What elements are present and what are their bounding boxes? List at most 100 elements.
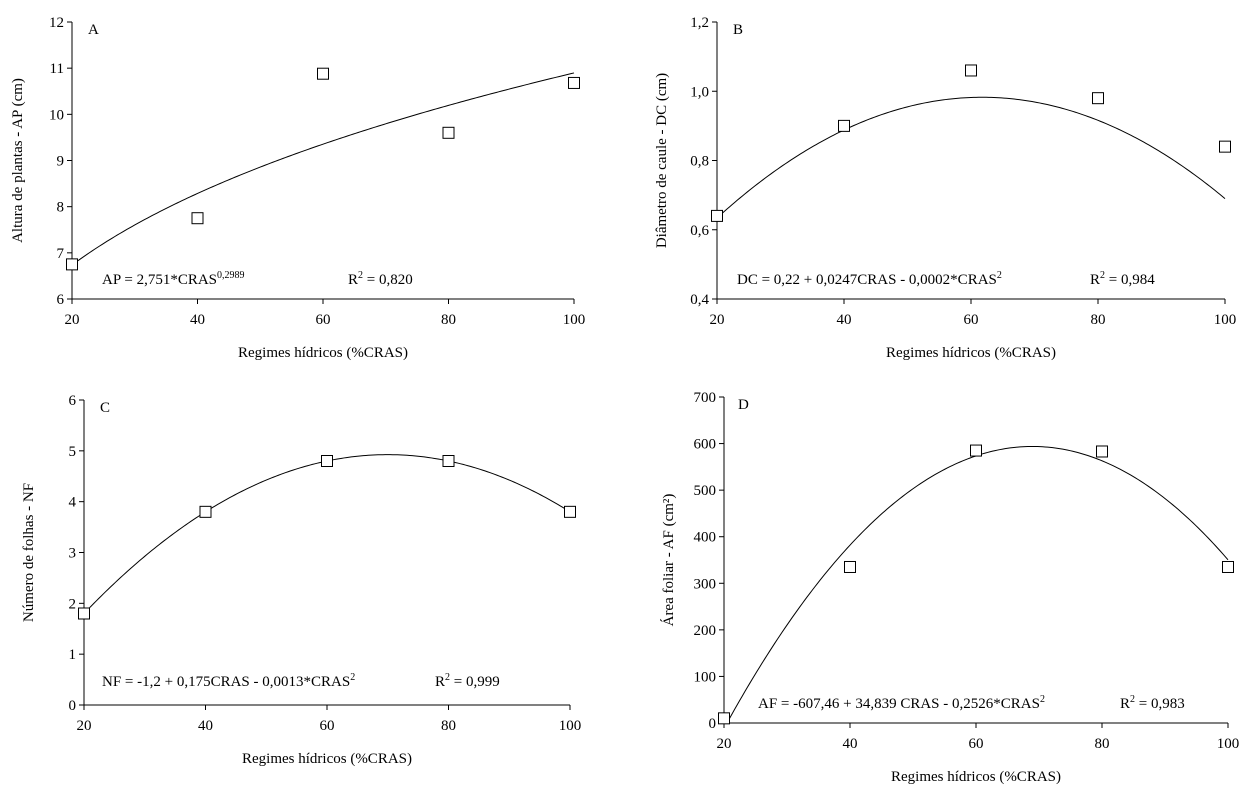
x-tick-label: 60 (964, 312, 979, 328)
r-squared-value: = 0,820 (363, 272, 413, 288)
y-tick-label: 200 (694, 623, 717, 639)
data-point (1219, 140, 1231, 153)
r-squared-symbol: R (435, 674, 445, 690)
chart-panel-d: 0 100 200 300 400 500 600 700 20 40 60 80 100 D Regime… (660, 390, 1239, 785)
x-axis-title: Regimes hídricos (%CRAS) (238, 345, 408, 361)
equation-text: DC = 0,22 + 0,0247CRAS - 0,0002*CRAS (737, 272, 997, 288)
x-tick-label: 60 (320, 718, 335, 734)
r-squared-exponent: 2 (1130, 694, 1135, 705)
y-axis-title: Diâmetro de caule - DC (cm) (654, 73, 670, 248)
y-tick-label: 2 (69, 596, 77, 612)
data-point (191, 212, 204, 225)
x-tick-label: 60 (316, 312, 331, 328)
data-point (1092, 92, 1104, 105)
panel-label: C (100, 400, 110, 416)
chart-panel-c: 0 1 2 3 4 5 6 20 40 60 80 100 C Regimes hídricos (%CR… (21, 393, 581, 767)
data-point (66, 258, 78, 271)
data-point (970, 444, 982, 457)
data-point (838, 119, 850, 132)
y-axis-title: Número de folhas - NF (21, 483, 37, 622)
y-tick-label: 300 (694, 576, 717, 592)
data-point (1222, 560, 1234, 573)
regression-equation: AP = 2,751*CRAS0,2989 (102, 270, 245, 288)
x-tick-label: 60 (969, 736, 984, 752)
y-tick-label: 0 (709, 716, 717, 732)
r-squared-value: = 0,983 (1135, 696, 1185, 712)
y-tick-label: 6 (57, 292, 65, 308)
x-axis-title: Regimes hídricos (%CRAS) (891, 769, 1061, 785)
data-point (321, 455, 333, 467)
r-squared-symbol: R (1120, 696, 1130, 712)
y-tick-label: 9 (57, 154, 65, 170)
data-point (317, 67, 329, 80)
y-tick-label: 1 (69, 647, 77, 663)
data-point (442, 455, 455, 467)
equation-exponent: 0,2989 (217, 270, 245, 281)
r-squared-exponent: 2 (1100, 270, 1105, 281)
chart-panel-b: 0,4 0,6 0,8 1,0 1,2 20 40 60 80 100 B Regimes hídri… (654, 15, 1236, 361)
r-squared: R2 = 0,983 (1120, 694, 1185, 712)
y-tick-label: 12 (49, 15, 64, 31)
x-tick-label: 80 (441, 718, 456, 734)
data-point (844, 560, 856, 573)
x-tick-label: 20 (717, 736, 732, 752)
y-tick-label: 100 (694, 669, 717, 685)
panel-label: B (733, 22, 743, 38)
trend-curve (726, 445, 1229, 723)
x-tick-label: 100 (1214, 312, 1237, 328)
y-tick-label: 5 (69, 444, 77, 460)
panel-label: D (738, 397, 749, 413)
data-point (965, 64, 977, 77)
trend-curve (83, 454, 571, 614)
y-tick-label: 1,2 (690, 15, 709, 31)
regression-equation: DC = 0,22 + 0,0247CRAS - 0,0002*CRAS2 (737, 270, 1002, 288)
y-tick-label: 0,4 (690, 292, 709, 308)
equation-text: AF = -607,46 + 34,839 CRAS - 0,2526*CRAS (758, 696, 1040, 712)
data-point (78, 607, 90, 620)
y-tick-label: 0,8 (690, 154, 709, 170)
trend-curve (716, 96, 1226, 219)
y-tick-label: 400 (694, 530, 717, 546)
x-tick-label: 20 (710, 312, 725, 328)
y-tick-label: 700 (694, 390, 717, 406)
x-tick-label: 80 (1091, 312, 1106, 328)
x-axis-title: Regimes hídricos (%CRAS) (886, 345, 1056, 361)
y-axis-title: Área foliar - AF (cm²) (660, 494, 677, 627)
data-point (199, 505, 212, 518)
x-axis-title: Regimes hídricos (%CRAS) (242, 751, 412, 767)
equation-text: AP = 2,751*CRAS (102, 272, 217, 288)
data-point (1096, 445, 1108, 458)
data-point (568, 76, 580, 89)
x-tick-label: 40 (198, 718, 213, 734)
equation-exponent: 2 (350, 672, 355, 683)
chart-panel-a: 6 7 8 9 10 11 12 20 40 60 80 100 A Regimes hídricos (… (10, 15, 585, 361)
y-tick-label: 4 (69, 495, 77, 511)
x-tick-label: 40 (190, 312, 205, 328)
x-tick-label: 80 (1095, 736, 1110, 752)
r-squared-exponent: 2 (358, 270, 363, 281)
r-squared: R2 = 0,999 (435, 672, 500, 690)
y-tick-label: 1,0 (690, 84, 709, 100)
x-tick-label: 20 (65, 312, 80, 328)
x-tick-label: 40 (837, 312, 852, 328)
y-tick-label: 10 (49, 107, 64, 123)
r-squared-value: = 0,984 (1105, 272, 1155, 288)
y-tick-label: 500 (694, 483, 717, 499)
trend-curve (71, 72, 575, 266)
equation-text: NF = -1,2 + 0,175CRAS - 0,0013*CRAS (102, 674, 350, 690)
y-axis-title: Altura de plantas - AP (cm) (10, 78, 26, 243)
x-tick-label: 20 (77, 718, 92, 734)
y-tick-label: 600 (694, 437, 717, 453)
x-tick-label: 100 (563, 312, 586, 328)
x-tick-label: 100 (1217, 736, 1240, 752)
equation-exponent: 2 (997, 270, 1002, 281)
regression-equation: AF = -607,46 + 34,839 CRAS - 0,2526*CRAS… (758, 694, 1045, 712)
data-point (711, 209, 723, 222)
r-squared-exponent: 2 (445, 672, 450, 683)
x-tick-label: 80 (441, 312, 456, 328)
y-tick-label: 3 (69, 546, 77, 562)
r-squared: R2 = 0,820 (348, 270, 413, 288)
data-point (442, 126, 455, 139)
y-tick-label: 6 (69, 393, 77, 409)
